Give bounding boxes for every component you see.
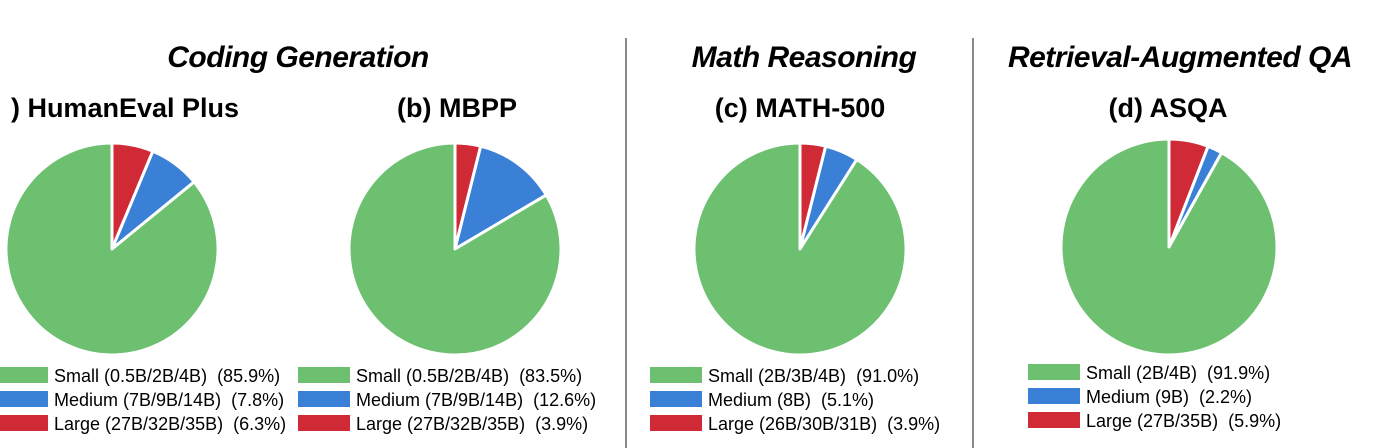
legend-swatch-mbpp-small <box>298 367 350 383</box>
legend-label-mbpp-small: Small (0.5B/2B/4B) (83.5%) <box>356 366 582 386</box>
legend-series-math500-large: Large (26B/30B/31B) <box>708 414 877 434</box>
legend-series-humaneval-small: Small (0.5B/2B/4B) <box>54 366 207 386</box>
legend-label-mbpp-large: Large (27B/32B/35B) (3.9%) <box>356 414 588 434</box>
legend-label-math500-large: Large (26B/30B/31B) (3.9%) <box>708 414 940 434</box>
panel-title-asqa: (d) ASQA <box>1109 93 1228 123</box>
legend-series-math500-small: Small (2B/3B/4B) <box>708 366 846 386</box>
legend-swatch-humaneval-large <box>0 415 48 431</box>
group-title-coding: Coding Generation <box>167 41 429 74</box>
legend-pct-humaneval-medium: (7.8%) <box>221 390 284 410</box>
panel-title-mbpp: (b) MBPP <box>397 93 517 123</box>
legend-pct-mbpp-large: (3.9%) <box>525 414 588 434</box>
legend-pct-asqa-small: (91.9%) <box>1197 363 1270 383</box>
legend-series-math500-medium: Medium (8B) <box>708 390 811 410</box>
pie-asqa <box>1059 137 1279 357</box>
legend-swatch-mbpp-medium <box>298 391 350 407</box>
legend-swatch-asqa-medium <box>1028 388 1080 404</box>
legend-label-asqa-medium: Medium (9B) (2.2%) <box>1086 387 1252 407</box>
pie-slice-asqa-small <box>1059 137 1279 357</box>
legend-series-humaneval-large: Large (27B/32B/35B) <box>54 414 223 434</box>
pie-slice-mbpp-small <box>347 141 563 357</box>
legend-series-asqa-large: Large (27B/35B) <box>1086 411 1218 431</box>
legend-pct-mbpp-medium: (12.6%) <box>523 390 596 410</box>
legend-label-humaneval-large: Large (27B/32B/35B) (6.3%) <box>54 414 286 434</box>
legend-series-mbpp-small: Small (0.5B/2B/4B) <box>356 366 509 386</box>
legend-mbpp: Small (0.5B/2B/4B) (83.5%) Medium (7B/9B/… <box>298 366 596 434</box>
pie-humaneval <box>4 141 220 357</box>
legend-swatch-math500-small <box>650 367 702 383</box>
legend-pct-asqa-medium: (2.2%) <box>1189 387 1252 407</box>
legend-pct-mbpp-small: (83.5%) <box>509 366 582 386</box>
legend-series-asqa-medium: Medium (9B) <box>1086 387 1189 407</box>
legend-series-mbpp-large: Large (27B/32B/35B) <box>356 414 525 434</box>
legend-pct-math500-large: (3.9%) <box>877 414 940 434</box>
legend-swatch-math500-large <box>650 415 702 431</box>
pie-slice-humaneval-small <box>4 141 220 357</box>
pie-mbpp <box>347 141 563 357</box>
legend-series-asqa-small: Small (2B/4B) <box>1086 363 1197 383</box>
legend-label-math500-medium: Medium (8B) (5.1%) <box>708 390 874 410</box>
legend-series-mbpp-medium: Medium (7B/9B/14B) <box>356 390 523 410</box>
legend-pct-math500-medium: (5.1%) <box>811 390 874 410</box>
legend-pct-asqa-large: (5.9%) <box>1218 411 1281 431</box>
legend-pct-humaneval-small: (85.9%) <box>207 366 280 386</box>
legend-label-humaneval-small: Small (0.5B/2B/4B) (85.9%) <box>54 366 280 386</box>
legend-label-asqa-large: Large (27B/35B) (5.9%) <box>1086 411 1281 431</box>
legend-swatch-math500-medium <box>650 391 702 407</box>
legend-swatch-asqa-large <box>1028 412 1080 428</box>
pie-slice-math500-small <box>692 141 908 357</box>
group-title-rag: Retrieval-Augmented QA <box>1008 41 1352 74</box>
panel-title-math500: (c) MATH-500 <box>715 93 886 123</box>
legend-series-humaneval-medium: Medium (7B/9B/14B) <box>54 390 221 410</box>
pie-math500 <box>692 141 908 357</box>
legend-asqa: Small (2B/4B) (91.9%) Medium (9B) (2.2%) L… <box>1028 363 1281 431</box>
legend-math500: Small (2B/3B/4B) (91.0%) Medium (8B) (5.1… <box>650 366 940 434</box>
legend-pct-math500-small: (91.0%) <box>846 366 919 386</box>
legend-pct-humaneval-large: (6.3%) <box>223 414 286 434</box>
legend-swatch-humaneval-small <box>0 367 48 383</box>
legend-label-math500-small: Small (2B/3B/4B) (91.0%) <box>708 366 919 386</box>
legend-label-mbpp-medium: Medium (7B/9B/14B) (12.6%) <box>356 390 596 410</box>
legend-label-asqa-small: Small (2B/4B) (91.9%) <box>1086 363 1270 383</box>
legend-swatch-humaneval-medium <box>0 391 48 407</box>
legend-swatch-mbpp-large <box>298 415 350 431</box>
legend-label-humaneval-medium: Medium (7B/9B/14B) (7.8%) <box>54 390 284 410</box>
pie-slice-mbpp-medium <box>453 144 548 251</box>
group-title-math: Math Reasoning <box>692 41 917 74</box>
legend-humaneval: Small (0.5B/2B/4B) (85.9%) Medium (7B/9B/… <box>0 366 286 434</box>
legend-swatch-asqa-small <box>1028 364 1080 380</box>
panel-title-humaneval: ) HumanEval Plus <box>11 93 239 123</box>
